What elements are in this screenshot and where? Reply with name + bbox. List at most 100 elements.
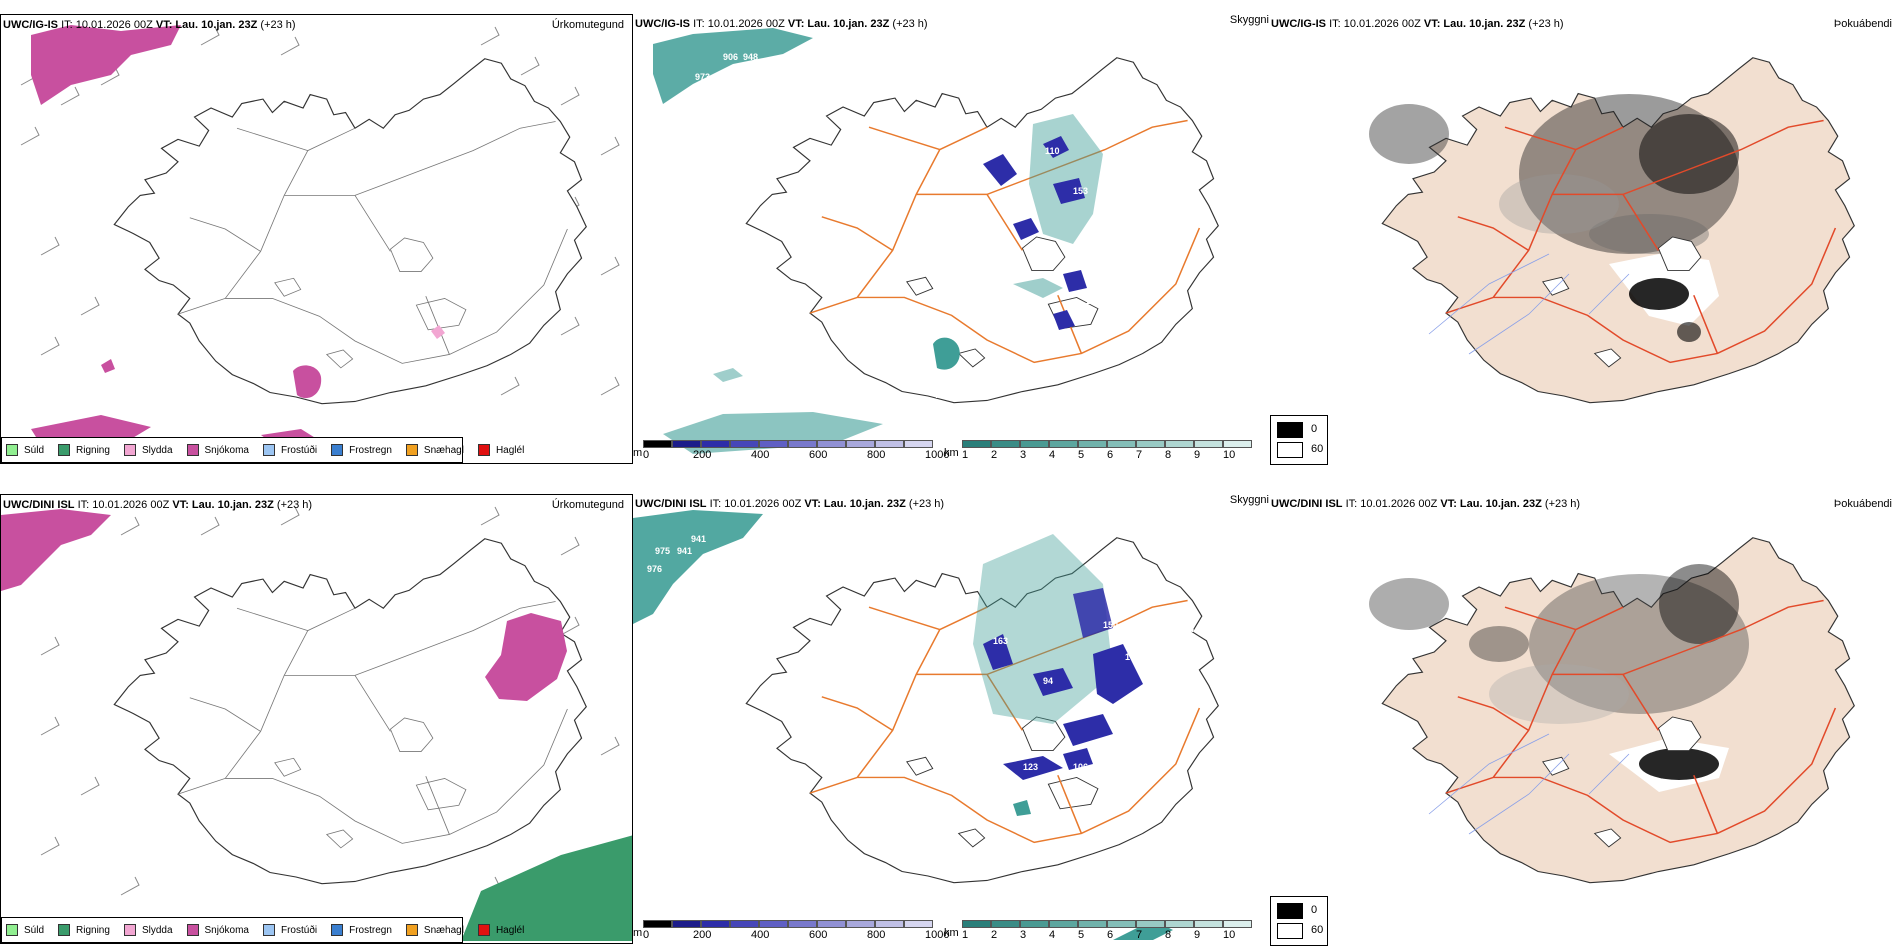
legend-swatch [477, 444, 490, 456]
legend-swatch [405, 444, 418, 456]
legend-swatch [405, 924, 418, 936]
legend-item-snæhagl: Snæhagl [405, 444, 464, 456]
panel-header: UWC/IG-IS IT: 10.01.2026 00Z VT: Lau. 10… [1271, 18, 1564, 30]
vis-label: 284 [1179, 624, 1194, 634]
colorbar-segment [1165, 440, 1194, 448]
init-time: IT: 10.01.2026 00Z [693, 18, 785, 30]
colorbar-tick-label: 7 [1136, 929, 1143, 941]
colorbar-tick-label: 1000 [925, 449, 950, 461]
colorbar-segment [1049, 920, 1078, 928]
legend-label: Snæhagl [423, 924, 464, 936]
colorbar-tick-label: 6 [1107, 929, 1114, 941]
valid-time: VT: Lau. 10.jan. 23Z [787, 18, 890, 30]
vis-label: 112 [1085, 296, 1100, 306]
colorbar-unit: km [944, 927, 959, 939]
legend-label: Snæhagl [423, 444, 464, 456]
colorbar-segment [1136, 920, 1165, 928]
colorbar-tick-label: 8 [1165, 929, 1172, 941]
colorbar-segment [759, 920, 788, 928]
colorbar-tick-label: 200 [693, 449, 712, 461]
legend-item-súld: Súld [6, 924, 44, 936]
legend-item-frostúði: Frostúði [262, 444, 317, 456]
colorbar-segment [817, 440, 846, 448]
vis-label: 906 [723, 52, 738, 62]
vis-label: 121 [1173, 656, 1188, 666]
vis-label: 110 [1045, 146, 1060, 156]
legend-label: Slydda [141, 924, 173, 936]
panel-title: Úrkomutegund [551, 499, 624, 511]
fog-panel-top: UWC/IG-IS IT: 10.01.2026 00Z VT: Lau. 10… [1269, 14, 1900, 464]
model-name: UWC/DINI ISL [1271, 498, 1343, 510]
fog-shading [1369, 94, 1739, 342]
init-time: IT: 10.01.2026 00Z [709, 498, 802, 510]
valid-time: VT: Lau. 10.jan. 23Z [1440, 498, 1542, 510]
colorbar-segment [1165, 920, 1194, 928]
colorbar-tick-label: 10 [1223, 929, 1236, 941]
colorbar-segment [643, 440, 672, 448]
legend-item-rigning: Rigning [58, 924, 110, 936]
visibility-m-colorbar-bottom: m 0 200 400 600 800 1000 [633, 920, 949, 942]
panel-header: UWC/DINI ISL IT: 10.01.2026 00Z VT: Lau.… [3, 499, 312, 511]
legend-swatch [6, 444, 18, 456]
colorbar-segment [817, 920, 846, 928]
precip-type-panel-top: UWC/IG-IS IT: 10.01.2026 00Z VT: Lau. 10… [0, 14, 633, 464]
legend-label: Frostúði [280, 924, 318, 936]
legend-item-frostúði: Frostúði [262, 924, 318, 936]
colorbar-tick-label: 1 [962, 929, 969, 941]
fog-legend-bottom: 0 60 [1270, 896, 1328, 946]
precip-legend: Súld Rigning Slydda Snjókoma Frostúði Frostre… [1, 437, 524, 463]
colorbar-tick-label: 9 [1194, 929, 1201, 941]
colorbar-tick-label: 600 [809, 449, 828, 461]
colorbar-segment [672, 440, 701, 448]
legend-swatch [123, 924, 136, 936]
vis-label: 153 [1073, 186, 1088, 196]
vis-label: 106 [1125, 652, 1140, 662]
panel-header: UWC/IG-IS IT: 10.01.2026 00Z VT: Lau. 10… [635, 18, 928, 30]
panel-header: UWC/DINI ISL IT: 10.01.2026 00Z VT: Lau.… [1271, 498, 1580, 510]
colorbar-tick-label: 8 [1165, 449, 1172, 461]
colorbar-segment [1223, 440, 1252, 448]
colorbar-segment [643, 920, 672, 928]
panel-title: Þokuábendi [1833, 18, 1892, 30]
colorbar-segment [846, 920, 875, 928]
colorbar-segment [788, 920, 817, 928]
legend-label: Snjókoma [204, 924, 249, 936]
visibility-map-bottom: 941 975 941 976 150 163 136 106 350 94 1… [633, 510, 1219, 940]
lead-time: (+23 h) [260, 19, 296, 31]
lead-time: (+23 h) [1544, 498, 1581, 510]
colorbar-tick-label: 400 [751, 449, 770, 461]
colorbar-segment [875, 920, 904, 928]
model-name: UWC/DINI ISL [3, 499, 75, 511]
precip-map-top [1, 15, 632, 463]
legend-label: Haglél [495, 444, 525, 456]
legend-label: Rigning [76, 444, 110, 456]
vis-label: 26 [1133, 590, 1143, 600]
fog-legend-swatch [1277, 903, 1303, 919]
legend-item-haglél: Haglél [477, 444, 525, 456]
colorbar-segment [730, 920, 759, 928]
colorbar-segment [846, 440, 875, 448]
colorbar-tick-label: 1000 [925, 929, 950, 941]
visibility-map-top: 906 948 973 110 153 83 112 610 62 421 [653, 28, 1219, 454]
fog-shading [1369, 564, 1749, 792]
snow-area-south [293, 365, 322, 399]
visibility-panel-top: 906 948 973 110 153 83 112 610 62 421 UW… [633, 14, 1269, 464]
visibility-km-colorbar-top: km 1 2 3 4 5 6 7 8 9 10 [944, 440, 1252, 462]
visibility-panel-bottom: 941 975 941 976 150 163 136 106 350 94 1… [633, 494, 1269, 944]
colorbar-tick-label: 4 [1049, 449, 1056, 461]
low-visibility-areas [973, 534, 1143, 816]
colorbar-segment [1020, 920, 1049, 928]
model-name: UWC/DINI ISL [635, 498, 707, 510]
lead-time: (+23 h) [276, 499, 313, 511]
vis-label: 350 [1149, 662, 1164, 672]
vis-label: 90 [1121, 736, 1131, 746]
vis-label: 94 [1043, 676, 1053, 686]
colorbar-tick-label: 3 [1020, 449, 1027, 461]
colorbar-segment [701, 920, 730, 928]
colorbar-unit: km [944, 447, 959, 459]
vis-label: 136 [1145, 612, 1160, 622]
panel-header: UWC/DINI ISL IT: 10.01.2026 00Z VT: Lau.… [635, 498, 944, 510]
valid-time: VT: Lau. 10.jan. 23Z [804, 498, 906, 510]
legend-swatch [262, 444, 275, 456]
panel-title: Úrkomutegund [551, 19, 624, 31]
